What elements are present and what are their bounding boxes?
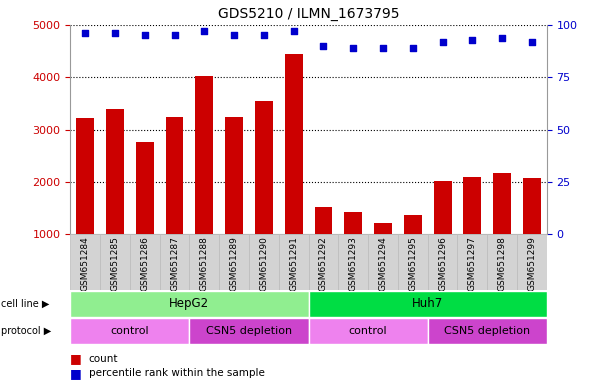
Text: GSM651292: GSM651292 xyxy=(319,236,328,291)
Point xyxy=(378,45,388,51)
Bar xyxy=(488,234,517,290)
Point xyxy=(437,39,447,45)
Text: GSM651284: GSM651284 xyxy=(81,236,90,291)
Text: GSM651289: GSM651289 xyxy=(230,236,238,291)
Bar xyxy=(493,173,511,286)
Bar xyxy=(404,215,422,286)
Text: GSM651298: GSM651298 xyxy=(498,236,507,291)
Text: protocol ▶: protocol ▶ xyxy=(1,326,51,336)
Bar xyxy=(309,318,428,344)
Bar xyxy=(189,234,219,290)
Bar xyxy=(255,101,273,286)
Bar xyxy=(225,116,243,286)
Bar xyxy=(345,212,362,286)
Bar xyxy=(309,234,338,290)
Bar xyxy=(374,223,392,286)
Text: percentile rank within the sample: percentile rank within the sample xyxy=(89,368,265,378)
Text: cell line ▶: cell line ▶ xyxy=(1,299,49,309)
Text: GSM651297: GSM651297 xyxy=(468,236,477,291)
Text: GSM651294: GSM651294 xyxy=(379,236,387,291)
Bar xyxy=(196,76,213,286)
Bar xyxy=(166,116,183,286)
Text: ■: ■ xyxy=(70,353,82,366)
Text: GSM651288: GSM651288 xyxy=(200,236,209,291)
Bar xyxy=(219,234,249,290)
Bar xyxy=(70,291,309,317)
Text: HepG2: HepG2 xyxy=(169,297,210,310)
Point xyxy=(229,32,239,38)
Bar xyxy=(398,234,428,290)
Point xyxy=(199,28,209,34)
Bar xyxy=(130,234,159,290)
Text: GSM651293: GSM651293 xyxy=(349,236,357,291)
Bar xyxy=(338,234,368,290)
Text: Huh7: Huh7 xyxy=(412,297,444,310)
Text: GSM651291: GSM651291 xyxy=(289,236,298,291)
Bar xyxy=(70,318,189,344)
Bar xyxy=(315,207,332,286)
Text: GSM651287: GSM651287 xyxy=(170,236,179,291)
Text: ■: ■ xyxy=(70,367,82,380)
Text: CSN5 depletion: CSN5 depletion xyxy=(444,326,530,336)
Bar xyxy=(517,234,547,290)
Bar xyxy=(458,234,488,290)
Text: GSM651296: GSM651296 xyxy=(438,236,447,291)
Point xyxy=(348,45,358,51)
Point xyxy=(259,32,269,38)
Point xyxy=(170,32,180,38)
Text: GSM651290: GSM651290 xyxy=(260,236,268,291)
Bar xyxy=(249,234,279,290)
Bar xyxy=(106,109,124,286)
Point xyxy=(110,30,120,36)
Text: GSM651285: GSM651285 xyxy=(111,236,119,291)
Point xyxy=(467,36,477,43)
Bar xyxy=(100,234,130,290)
Point xyxy=(408,45,418,51)
Bar xyxy=(428,234,458,290)
Bar xyxy=(434,181,452,286)
Bar xyxy=(463,177,481,286)
Point xyxy=(80,30,90,36)
Text: CSN5 depletion: CSN5 depletion xyxy=(206,326,292,336)
Text: GSM651299: GSM651299 xyxy=(527,236,536,291)
Text: control: control xyxy=(111,326,149,336)
Bar xyxy=(136,142,154,286)
Text: GSM651286: GSM651286 xyxy=(141,236,149,291)
Bar xyxy=(279,234,309,290)
Bar xyxy=(523,178,541,286)
Text: GSM651295: GSM651295 xyxy=(408,236,417,291)
Point xyxy=(318,43,328,49)
Text: count: count xyxy=(89,354,118,364)
Point xyxy=(527,39,537,45)
Bar xyxy=(189,318,309,344)
Bar xyxy=(76,118,94,286)
Text: control: control xyxy=(349,326,387,336)
Title: GDS5210 / ILMN_1673795: GDS5210 / ILMN_1673795 xyxy=(218,7,400,21)
Bar xyxy=(285,54,302,286)
Point xyxy=(140,32,150,38)
Point xyxy=(289,28,299,34)
Point xyxy=(497,35,507,41)
Bar xyxy=(368,234,398,290)
Bar xyxy=(309,291,547,317)
Bar xyxy=(70,234,100,290)
Bar xyxy=(159,234,189,290)
Bar xyxy=(428,318,547,344)
